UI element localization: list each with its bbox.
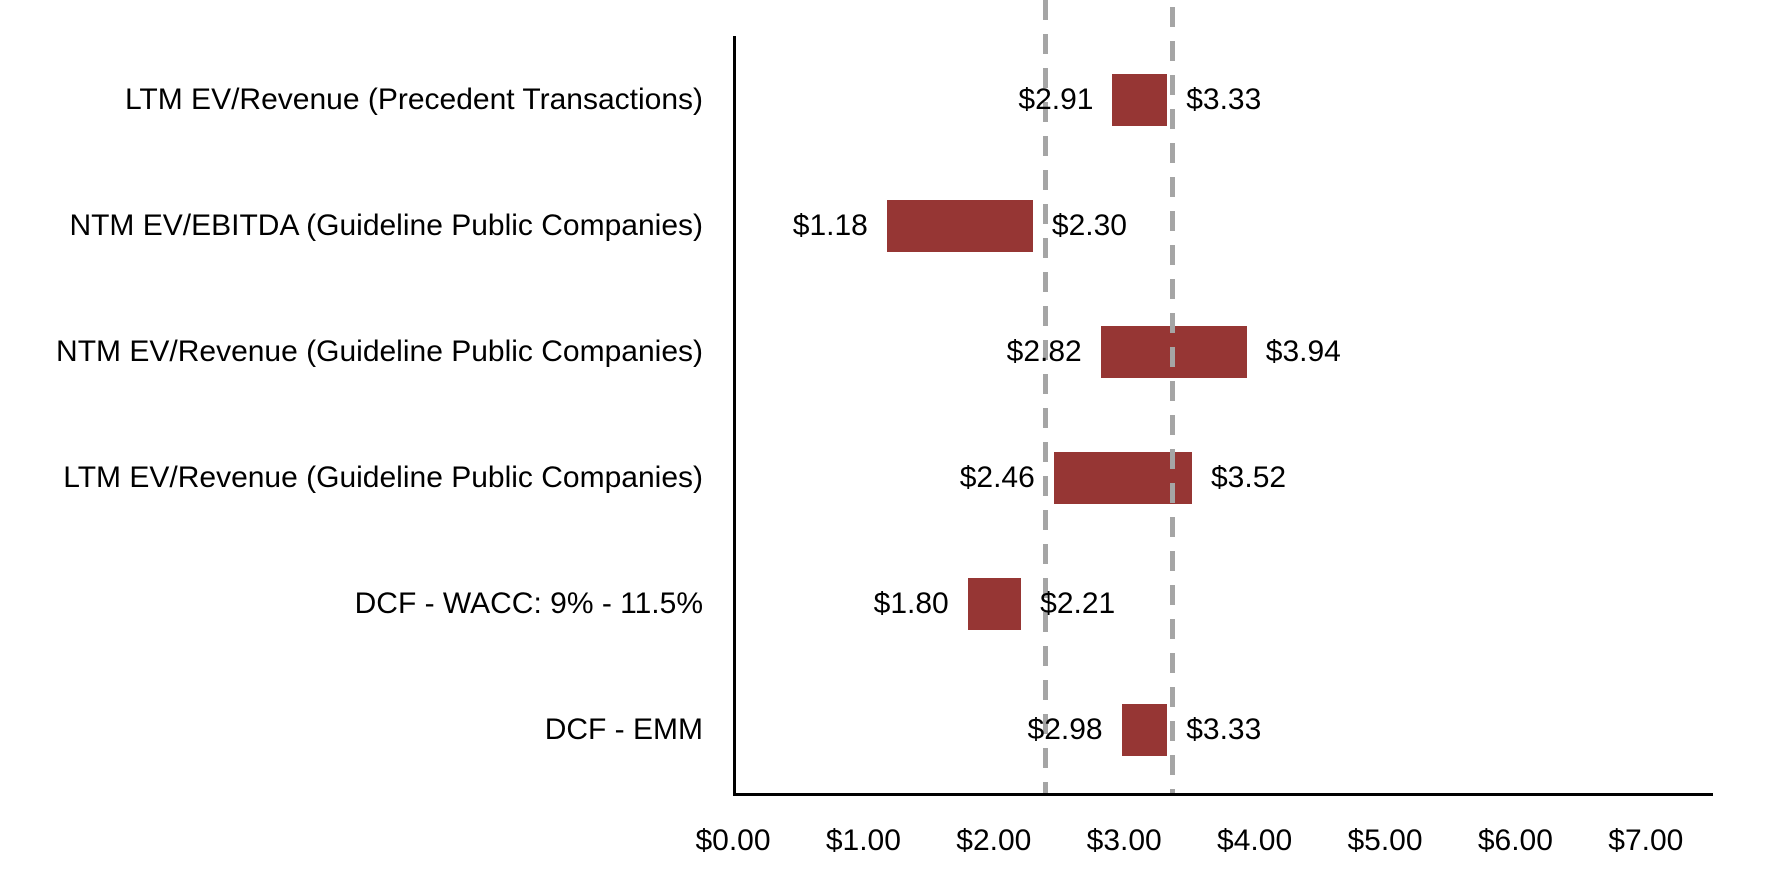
- x-tick-label: $7.00: [1608, 824, 1684, 857]
- high-value-label: $2.30: [1051, 209, 1127, 242]
- category-label: DCF - WACC: 9% - 11.5%: [354, 587, 703, 620]
- low-value-label: $1.18: [792, 209, 868, 242]
- range-bar: [1112, 74, 1168, 126]
- category-label: DCF - EMM: [544, 713, 703, 746]
- range-bar: [1121, 704, 1168, 756]
- y-axis-line: [733, 36, 736, 796]
- low-value-label: $2.91: [1018, 83, 1094, 116]
- reference-line: [1169, 0, 1175, 793]
- x-tick-label: $0.00: [695, 824, 771, 857]
- category-label: NTM EV/EBITDA (Guideline Public Companie…: [69, 209, 703, 242]
- category-label: NTM EV/Revenue (Guideline Public Compani…: [56, 335, 703, 368]
- x-tick-label: $3.00: [1086, 824, 1162, 857]
- x-tick-label: $6.00: [1477, 824, 1553, 857]
- high-value-label: $3.94: [1265, 335, 1341, 368]
- range-bar: [967, 578, 1022, 630]
- x-axis-line: [733, 793, 1713, 796]
- high-value-label: $2.21: [1040, 587, 1116, 620]
- x-tick-label: $1.00: [825, 824, 901, 857]
- high-value-label: $3.52: [1211, 461, 1287, 494]
- x-tick-label: $2.00: [956, 824, 1032, 857]
- category-label: LTM EV/Revenue (Precedent Transactions): [124, 83, 703, 116]
- range-bar: [886, 200, 1033, 252]
- range-bar: [1053, 452, 1192, 504]
- high-value-label: $3.33: [1186, 713, 1262, 746]
- low-value-label: $2.46: [959, 461, 1035, 494]
- reference-line: [1043, 0, 1049, 793]
- low-value-label: $2.82: [1006, 335, 1082, 368]
- category-label: LTM EV/Revenue (Guideline Public Compani…: [63, 461, 703, 494]
- x-tick-label: $4.00: [1217, 824, 1293, 857]
- high-value-label: $3.33: [1186, 83, 1262, 116]
- low-value-label: $1.80: [873, 587, 949, 620]
- x-tick-label: $5.00: [1347, 824, 1423, 857]
- low-value-label: $2.98: [1027, 713, 1103, 746]
